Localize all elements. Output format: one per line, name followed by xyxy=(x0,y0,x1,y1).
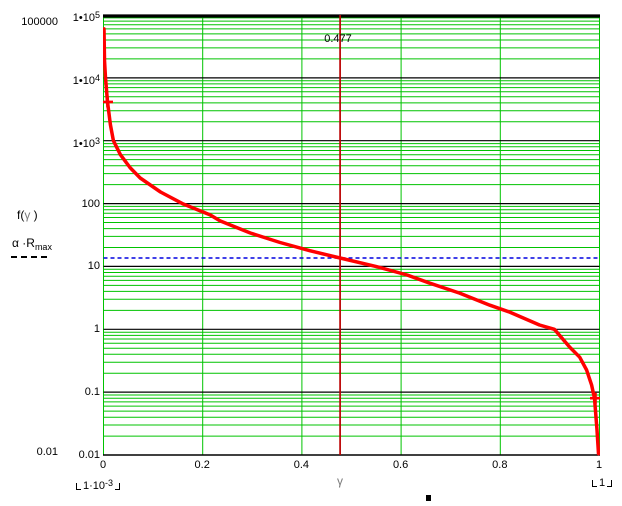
plot-canvas xyxy=(103,14,600,456)
y-tick-label: 1•105 xyxy=(72,10,100,24)
x-upper-limit-base: 1 xyxy=(599,477,606,489)
x-axis-lower-limit[interactable]: 1·10-3 xyxy=(76,477,121,493)
x-gridlines xyxy=(103,15,600,455)
y-tick-label: 10 xyxy=(87,260,100,273)
y-tick-label: 1 xyxy=(93,323,100,336)
curve-f[interactable] xyxy=(103,27,600,456)
legend-swatch-threshold-line xyxy=(11,256,47,258)
y-axis-upper-limit[interactable]: 100000 xyxy=(21,16,58,28)
x-axis-upper-limit[interactable]: 1 xyxy=(592,477,613,490)
legend-alpha-sub: max xyxy=(34,242,52,252)
legend-f-gamma: γ xyxy=(24,208,31,222)
legend-label-f: f(γ ) xyxy=(17,209,38,222)
x-tick-label: 0.4 xyxy=(293,459,310,471)
y-tick-label: 100 xyxy=(81,197,100,210)
x-tick-label: 0.8 xyxy=(492,459,508,471)
x-tick-label: 0 xyxy=(99,459,107,471)
y-minor-gridlines xyxy=(103,17,600,437)
edit-corner-right-icon xyxy=(115,483,121,490)
y-tick-label: 0.1 xyxy=(84,386,100,399)
vline-marker-label[interactable]: 0.477 xyxy=(324,33,352,45)
x-axis-title: γ xyxy=(337,474,343,488)
y-tick-label: 1•104 xyxy=(72,72,100,87)
plot-region[interactable] xyxy=(103,14,600,456)
x-lower-limit-base: 1·10 xyxy=(83,480,106,492)
legend-swatch-f-line xyxy=(14,229,48,233)
y-axis-lower-limit[interactable]: 0.01 xyxy=(36,446,58,458)
cursor-placeholder-square xyxy=(426,495,431,501)
legend-label-alpha-rmax: α ·Rmax xyxy=(12,237,52,254)
x-tick-label: 0.2 xyxy=(194,459,210,471)
x-lower-limit-exp: -3 xyxy=(105,478,114,488)
legend-f-post: ) xyxy=(30,208,38,222)
edit-corner-right-icon xyxy=(607,480,613,487)
edit-corner-left-icon xyxy=(76,483,81,490)
y-decade-lines xyxy=(103,77,600,393)
edit-corner-left-icon xyxy=(592,480,597,487)
trace-plus-markers[interactable] xyxy=(103,96,600,404)
x-tick-label: 0.6 xyxy=(392,459,409,471)
legend-f-pre: f( xyxy=(17,208,25,222)
y-tick-label: 1•103 xyxy=(72,135,100,150)
y-tick-label: 0.01 xyxy=(78,449,100,461)
x-tick-label: 1 xyxy=(595,459,603,471)
legend-alpha-base: α ·R xyxy=(12,236,35,250)
